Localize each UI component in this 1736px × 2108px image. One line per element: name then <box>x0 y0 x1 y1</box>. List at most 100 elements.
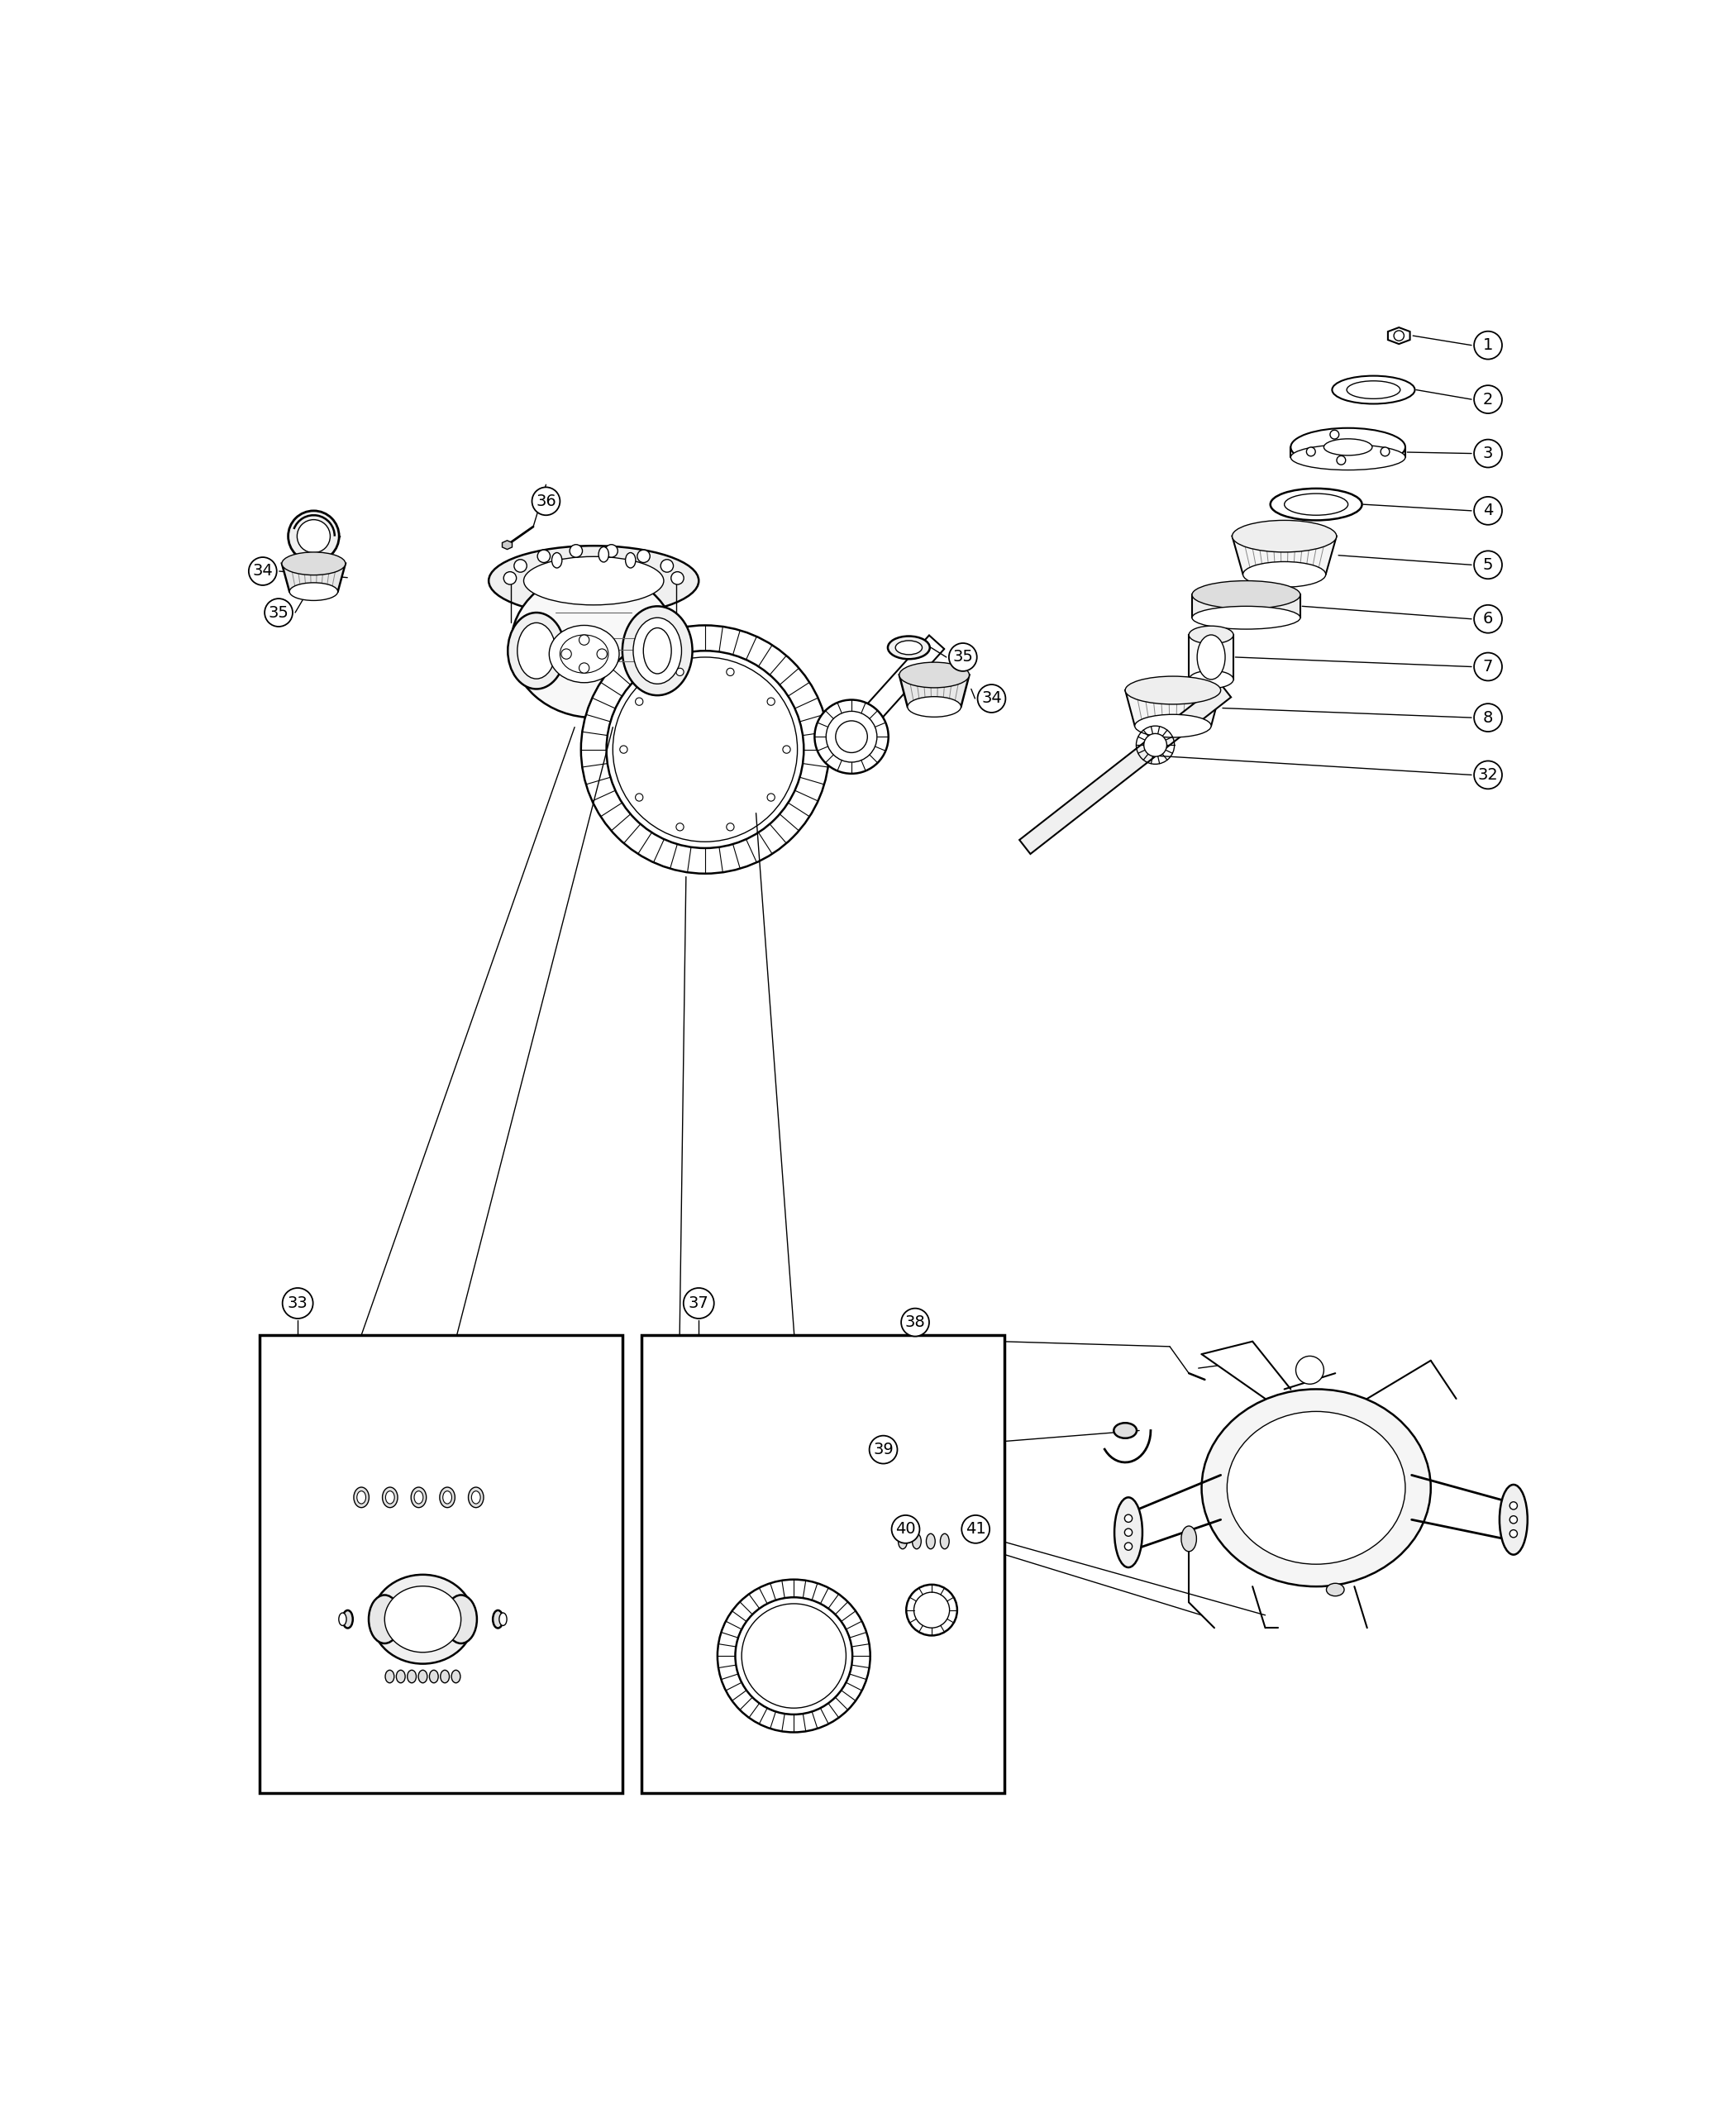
Ellipse shape <box>941 1535 950 1549</box>
Circle shape <box>538 550 550 563</box>
Circle shape <box>561 649 571 660</box>
Text: 39: 39 <box>873 1442 894 1457</box>
Circle shape <box>531 487 561 514</box>
Circle shape <box>580 635 589 645</box>
Circle shape <box>814 700 889 774</box>
Circle shape <box>1144 734 1167 757</box>
Text: 34: 34 <box>252 563 273 580</box>
Circle shape <box>1295 1355 1325 1385</box>
Text: 3: 3 <box>1483 445 1493 462</box>
Ellipse shape <box>1193 582 1300 609</box>
Circle shape <box>741 1604 845 1707</box>
Text: 1: 1 <box>1483 337 1493 354</box>
Circle shape <box>1125 1543 1132 1549</box>
Ellipse shape <box>500 1613 507 1625</box>
Ellipse shape <box>927 1535 936 1549</box>
Circle shape <box>635 793 642 801</box>
Ellipse shape <box>439 1488 455 1507</box>
Ellipse shape <box>429 1670 437 1682</box>
Circle shape <box>1510 1516 1517 1524</box>
Circle shape <box>1474 653 1502 681</box>
Ellipse shape <box>415 1490 424 1503</box>
Ellipse shape <box>1285 493 1349 514</box>
Circle shape <box>1474 497 1502 525</box>
Ellipse shape <box>297 521 330 552</box>
Ellipse shape <box>443 1490 451 1503</box>
Ellipse shape <box>517 622 556 679</box>
Ellipse shape <box>418 1670 427 1682</box>
Circle shape <box>1474 550 1502 580</box>
Ellipse shape <box>1500 1484 1528 1556</box>
Circle shape <box>1510 1501 1517 1509</box>
Circle shape <box>1510 1530 1517 1537</box>
Circle shape <box>901 1309 929 1336</box>
Circle shape <box>1125 1514 1132 1522</box>
Text: 37: 37 <box>689 1296 708 1311</box>
Circle shape <box>1380 447 1389 455</box>
Text: 32: 32 <box>1477 767 1498 782</box>
Circle shape <box>1474 331 1502 358</box>
Ellipse shape <box>908 696 962 717</box>
Polygon shape <box>502 540 512 550</box>
Ellipse shape <box>469 1488 484 1507</box>
Ellipse shape <box>911 1535 922 1549</box>
Text: 41: 41 <box>965 1522 986 1537</box>
Ellipse shape <box>385 1585 462 1653</box>
Circle shape <box>675 668 684 677</box>
Ellipse shape <box>451 1670 460 1682</box>
Ellipse shape <box>1115 1423 1137 1438</box>
Polygon shape <box>899 675 969 706</box>
Circle shape <box>962 1516 990 1543</box>
Circle shape <box>826 710 877 763</box>
Ellipse shape <box>354 1488 370 1507</box>
Circle shape <box>950 643 977 670</box>
Ellipse shape <box>1243 561 1326 588</box>
Ellipse shape <box>385 1490 394 1503</box>
Circle shape <box>783 746 790 753</box>
Ellipse shape <box>281 552 345 575</box>
Text: 35: 35 <box>269 605 288 620</box>
Ellipse shape <box>1227 1412 1406 1564</box>
Circle shape <box>767 793 774 801</box>
Circle shape <box>1394 331 1404 341</box>
Ellipse shape <box>358 1490 366 1503</box>
Text: 38: 38 <box>904 1315 925 1330</box>
Ellipse shape <box>1233 521 1337 552</box>
Circle shape <box>892 1516 920 1543</box>
Text: 35: 35 <box>953 649 974 664</box>
Circle shape <box>977 685 1005 713</box>
Circle shape <box>514 559 526 571</box>
Polygon shape <box>1125 689 1220 725</box>
Circle shape <box>726 668 734 677</box>
Ellipse shape <box>1115 1497 1142 1568</box>
Ellipse shape <box>1189 670 1234 689</box>
Text: 5: 5 <box>1483 557 1493 573</box>
Circle shape <box>661 559 674 571</box>
Circle shape <box>1474 605 1502 632</box>
Circle shape <box>635 698 642 706</box>
Ellipse shape <box>441 1670 450 1682</box>
Polygon shape <box>281 563 345 592</box>
Ellipse shape <box>599 546 609 563</box>
Ellipse shape <box>411 1488 427 1507</box>
Circle shape <box>248 557 276 586</box>
Ellipse shape <box>1180 1526 1196 1551</box>
Circle shape <box>606 544 618 557</box>
Circle shape <box>569 544 582 557</box>
Ellipse shape <box>472 1490 481 1503</box>
Circle shape <box>726 822 734 831</box>
Text: 2: 2 <box>1483 392 1493 407</box>
Polygon shape <box>1193 594 1300 618</box>
Circle shape <box>620 746 627 753</box>
Ellipse shape <box>507 613 566 689</box>
Text: 6: 6 <box>1483 611 1493 626</box>
Circle shape <box>913 1592 950 1627</box>
Ellipse shape <box>342 1611 352 1627</box>
Ellipse shape <box>549 626 620 683</box>
Ellipse shape <box>625 552 635 567</box>
Ellipse shape <box>1125 677 1220 704</box>
Ellipse shape <box>408 1670 417 1682</box>
Circle shape <box>672 571 684 584</box>
Circle shape <box>906 1585 957 1636</box>
Text: 40: 40 <box>896 1522 917 1537</box>
